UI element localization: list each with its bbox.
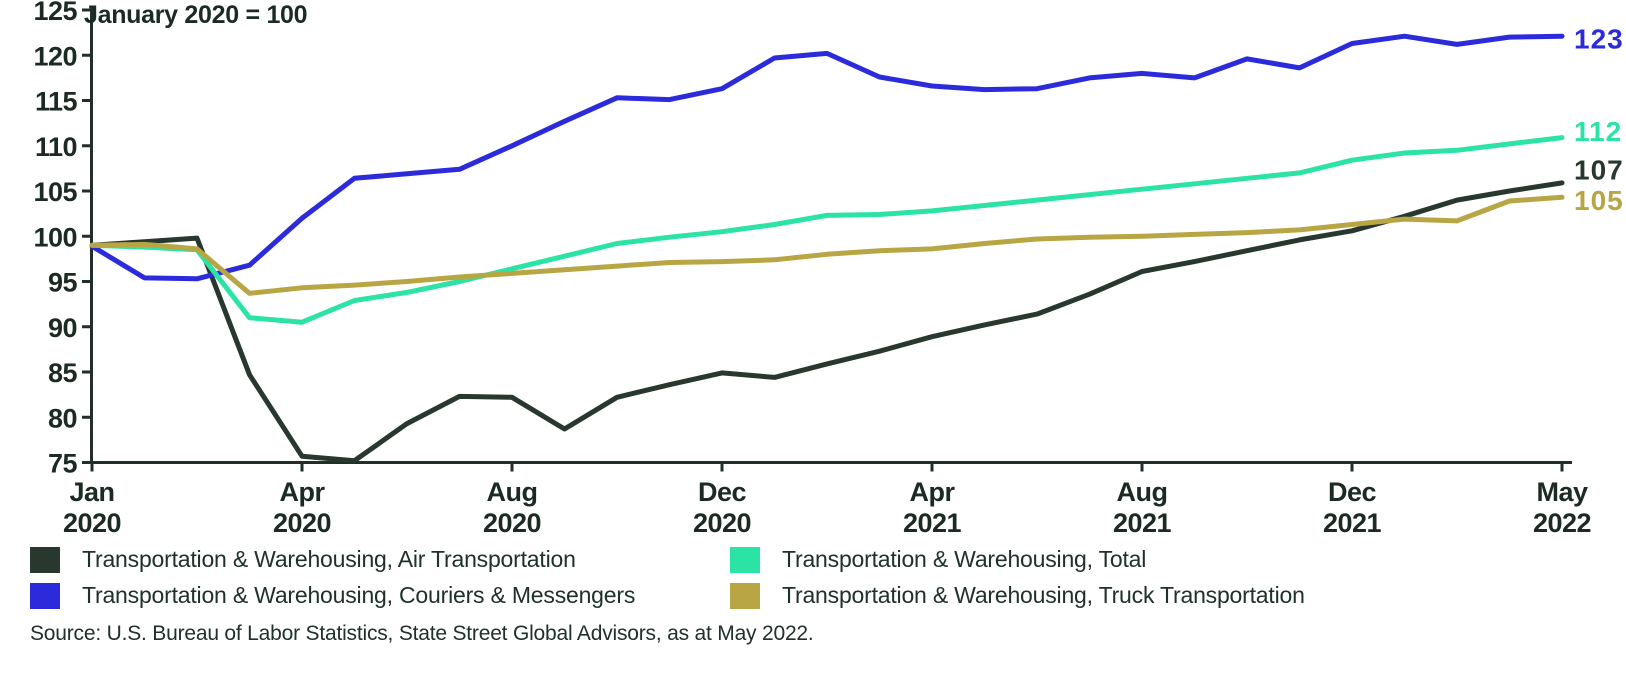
axis-lines: [90, 8, 1572, 464]
legend-item-air: Transportation & Warehousing, Air Transp…: [30, 546, 730, 573]
source-note: Source: U.S. Bureau of Labor Statistics,…: [30, 622, 814, 645]
chart-title: January 2020 = 100: [84, 1, 308, 29]
y-tick-label: 100: [33, 222, 77, 252]
x-tick-label: May: [1536, 477, 1588, 507]
series-line-air: [89, 180, 1565, 464]
series-line-couriers: [89, 33, 1565, 282]
x-tick-label: Jan: [69, 477, 114, 507]
x-tick-label: 2020: [483, 508, 541, 538]
end-label-truck: 105: [1574, 185, 1624, 216]
x-tick-label: Aug: [487, 477, 538, 507]
x-tick-label: 2020: [63, 508, 121, 538]
legend-label: Transportation & Warehousing, Total: [782, 546, 1147, 572]
legend-swatch-truck: [730, 582, 760, 609]
x-tick-label: Aug: [1117, 477, 1168, 507]
x-tick-label: 2021: [1113, 508, 1172, 538]
chart-legend: Transportation & Warehousing, Air Transp…: [30, 546, 1305, 609]
legend-item-couriers: Transportation & Warehousing, Couriers &…: [30, 582, 730, 609]
x-tick-label: 2020: [273, 508, 331, 538]
x-tick-label: 2021: [1323, 508, 1382, 538]
legend-swatch-couriers: [30, 582, 60, 609]
x-tick-label: 2022: [1533, 508, 1591, 538]
legend-label: Transportation & Warehousing, Air Transp…: [82, 546, 576, 572]
x-tick-label: 2020: [693, 508, 751, 538]
legend-item-total: Transportation & Warehousing, Total: [730, 546, 1305, 573]
end-label-total: 112: [1574, 116, 1622, 147]
y-tick-label: 125: [33, 0, 77, 26]
y-tick-label: 120: [33, 41, 77, 71]
x-tick-label: Apr: [910, 477, 956, 507]
y-tick-label: 80: [48, 403, 77, 433]
y-tick-label: 90: [48, 313, 77, 343]
y-tick-label: 115: [35, 87, 78, 117]
legend-swatch-air: [30, 546, 60, 573]
legend-item-truck: Transportation & Warehousing, Truck Tran…: [730, 582, 1305, 609]
legend-label: Transportation & Warehousing, Truck Tran…: [782, 582, 1305, 608]
legend-label: Transportation & Warehousing, Couriers &…: [82, 582, 636, 608]
y-tick-label: 85: [48, 358, 78, 388]
end-label-air: 107: [1574, 154, 1624, 185]
y-tick-label: 75: [48, 449, 78, 479]
series-line-truck: [89, 194, 1565, 296]
x-tick-label: 2021: [903, 508, 962, 538]
y-tick-label: 105: [33, 177, 77, 207]
x-tick-label: Dec: [1328, 477, 1377, 507]
legend-swatch-total: [730, 546, 760, 573]
y-tick-label: 110: [35, 132, 77, 162]
x-tick-label: Dec: [698, 477, 747, 507]
end-label-couriers: 123: [1574, 24, 1624, 55]
series-line-total: [89, 135, 1565, 325]
y-tick-label: 95: [48, 268, 78, 298]
x-tick-label: Apr: [280, 477, 326, 507]
